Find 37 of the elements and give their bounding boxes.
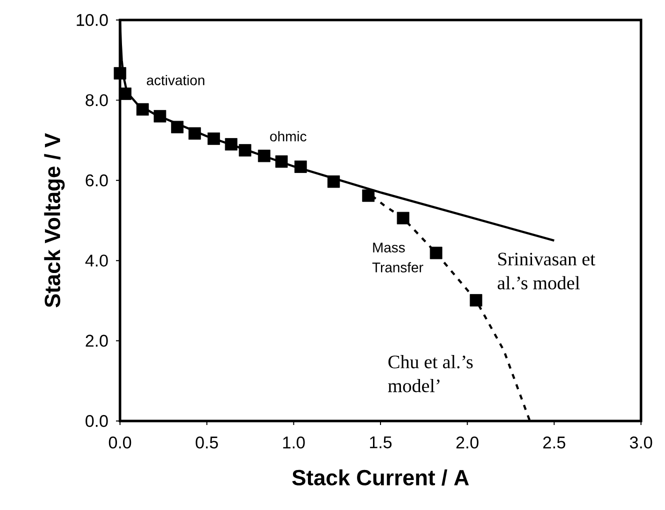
point <box>327 175 340 188</box>
point <box>294 160 307 173</box>
x-tick-label: 3.0 <box>630 436 652 449</box>
y-axis-title: Stack Voltage / V <box>44 133 65 308</box>
x-axis-title: Stack Current / A <box>292 469 469 486</box>
x-tick-label: 2.5 <box>543 436 566 449</box>
point <box>396 212 410 224</box>
annotation: activation <box>146 75 204 86</box>
y-tick-label: 6.0 <box>86 174 108 186</box>
x-tick-label: 0.5 <box>196 436 218 449</box>
y-tick-label: 8.0 <box>86 94 108 106</box>
point <box>171 120 184 134</box>
point <box>136 103 149 116</box>
point <box>119 88 132 100</box>
x-tick-label: 1.5 <box>370 436 392 448</box>
y-tick-label: 2.0 <box>86 334 108 347</box>
point <box>430 246 442 260</box>
x-tick-label: 2.0 <box>456 436 478 449</box>
point <box>114 67 126 80</box>
series-label: Chu et al.’s model’ <box>388 355 473 392</box>
point <box>258 150 270 162</box>
point <box>208 132 220 145</box>
x-tick-label: 1.0 <box>283 436 305 449</box>
y-tick-label: 10.0 <box>76 14 108 26</box>
series-label: Srinivasan et al.’s model <box>498 252 596 290</box>
point <box>154 110 166 122</box>
point <box>362 189 375 202</box>
point <box>238 144 252 157</box>
y-tick-label: 0.0 <box>86 414 108 427</box>
point <box>470 294 482 306</box>
point <box>224 138 238 150</box>
annotation: Mass Transfer <box>372 242 424 272</box>
annotation: ohmic <box>270 131 306 142</box>
point <box>188 127 201 140</box>
x-tick-label: 0.0 <box>108 436 132 449</box>
point <box>275 155 288 168</box>
y-tick-label: 4.0 <box>85 254 108 267</box>
